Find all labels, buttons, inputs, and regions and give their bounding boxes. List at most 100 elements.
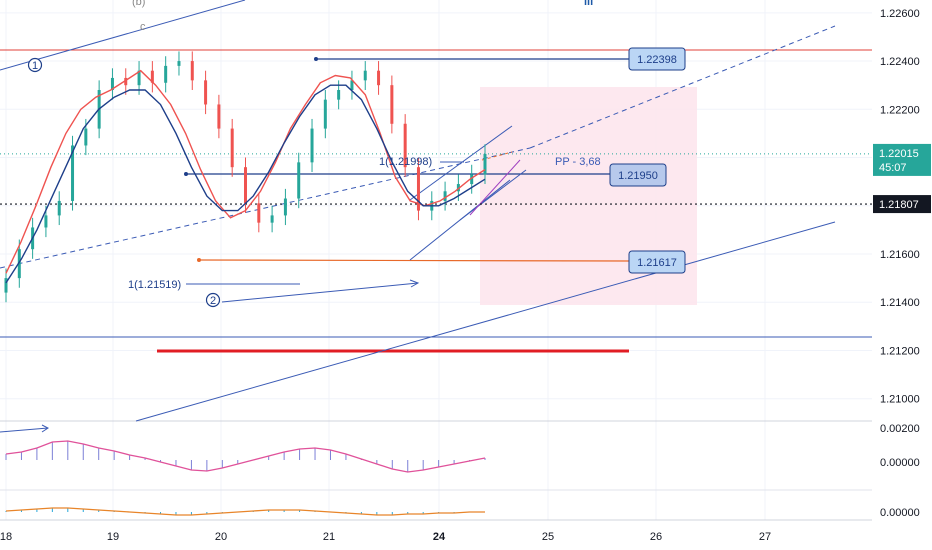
- y-tick-label: 1.21200: [880, 345, 920, 357]
- x-tick-label: 26: [650, 531, 662, 543]
- y-tick-label: 1.22600: [880, 8, 920, 20]
- level-line-lower: [198, 259, 631, 262]
- candle-body: [390, 85, 394, 124]
- arrow-line: [0, 427, 49, 433]
- series-layer: [4, 51, 487, 303]
- level-label-box: [628, 250, 686, 274]
- osc-signal-line: [5, 440, 486, 473]
- wedge-line: [481, 151, 513, 161]
- x-tick-label: 27: [759, 531, 771, 543]
- ma-fast-line: [5, 69, 486, 274]
- osc-tick-label: 0.00000: [880, 507, 920, 519]
- candle-body: [363, 70, 367, 81]
- wave-label-iii: iii: [584, 0, 593, 8]
- candle-body: [337, 90, 341, 100]
- candle-body: [310, 128, 314, 163]
- candle-body: [217, 104, 221, 129]
- level-label-text: 1.21950: [618, 170, 658, 182]
- candle-body: [244, 167, 247, 204]
- candle-body: [443, 191, 447, 201]
- dashed-channel-line: [0, 147, 531, 269]
- circle-label-2: 2: [210, 295, 216, 307]
- price-tag-current-text: 1.22015: [879, 148, 919, 160]
- osc-lower-line: [5, 507, 485, 516]
- candle-body: [456, 184, 460, 192]
- candle-body: [4, 278, 8, 293]
- candle-body: [204, 80, 208, 105]
- axis-layer: 1.226001.224001.222001.220001.218001.216…: [0, 8, 931, 543]
- candle-body: [350, 80, 354, 90]
- price-tag-crosshair-text: 1.21807: [879, 199, 919, 211]
- pp-label: PP - 3,68: [555, 156, 601, 168]
- circle-marker-2: [205, 292, 221, 308]
- dashed-channel-ext: [529, 25, 836, 149]
- candle-body: [270, 215, 274, 223]
- circle-label-1: 1: [32, 60, 38, 72]
- candle-body: [57, 200, 61, 216]
- candle-body: [137, 70, 141, 86]
- level-anchor: [314, 57, 318, 61]
- candle-body: [71, 145, 75, 201]
- fib-label-lower: 1(1.21519): [128, 279, 181, 291]
- oscillator-layer: [5, 440, 486, 516]
- candle-body: [230, 128, 234, 168]
- price-tag-current: [873, 143, 931, 176]
- drawing-layer: 1.22398 1.21950 1.21617: [0, 0, 872, 433]
- candle-body: [164, 65, 168, 83]
- level-anchor: [184, 172, 188, 176]
- wave-label-b: (b): [132, 0, 145, 8]
- candle-body: [124, 77, 128, 86]
- wave-label-c: c: [140, 21, 146, 33]
- circle-marker-1: [27, 57, 43, 73]
- candle-body: [323, 99, 327, 129]
- arrow-head: [41, 424, 49, 433]
- annotation-layer: c (b) iii 1 2 1(1.21998) 1(1.21519) PP - 3,68: [27, 0, 601, 308]
- x-tick-label: 20: [215, 531, 227, 543]
- y-tick-label: 1.21600: [880, 249, 920, 261]
- candle-body: [190, 61, 194, 81]
- level-label-text: 1.21617: [637, 257, 677, 269]
- level-label-box: [609, 163, 667, 187]
- upper-trend-line: [0, 0, 246, 71]
- wedge-line: [459, 169, 527, 221]
- candle-body: [297, 162, 301, 199]
- candle-body: [177, 61, 181, 66]
- x-tick-label: 21: [323, 531, 335, 543]
- level-label-text: 1.22398: [637, 54, 677, 66]
- x-tick-label: 25: [542, 531, 554, 543]
- candle-body: [483, 153, 487, 175]
- x-tick-label: 18: [0, 531, 12, 543]
- price-tag-countdown-text: 45:07: [879, 162, 907, 174]
- arrow-line: [221, 282, 419, 303]
- candle-body: [283, 198, 287, 216]
- candle-body: [257, 203, 261, 223]
- candle-body: [44, 215, 48, 228]
- y-tick-label: 1.21400: [880, 297, 920, 309]
- candle-body: [403, 123, 407, 168]
- ma-slow-line: [5, 84, 486, 284]
- arrow-head: [409, 279, 420, 288]
- x-tick-label: 24: [433, 531, 446, 543]
- candle-body: [377, 70, 381, 86]
- osc-tick-label: 0.00200: [880, 423, 920, 435]
- fib-label-upper: 1(1.21998): [379, 156, 432, 168]
- candle-body: [110, 77, 114, 90]
- y-tick-label: 1.22400: [880, 56, 920, 68]
- candle-body: [17, 249, 21, 279]
- candle-body: [150, 70, 154, 83]
- candle-body: [470, 174, 474, 185]
- candle-body: [84, 128, 88, 146]
- wedge-line: [469, 159, 521, 216]
- y-tick-label: 1.22200: [880, 104, 920, 116]
- osc-tick-label: 0.00000: [880, 457, 920, 469]
- wedge-line: [409, 125, 513, 201]
- price-tag-crosshair: [873, 195, 931, 214]
- level-label-box: [628, 47, 686, 71]
- y-tick-label: 1.21000: [880, 394, 920, 406]
- x-tick-label: 19: [107, 531, 119, 543]
- candle-body: [416, 167, 420, 211]
- level-anchor: [197, 258, 201, 262]
- lower-trend-line: [135, 221, 836, 422]
